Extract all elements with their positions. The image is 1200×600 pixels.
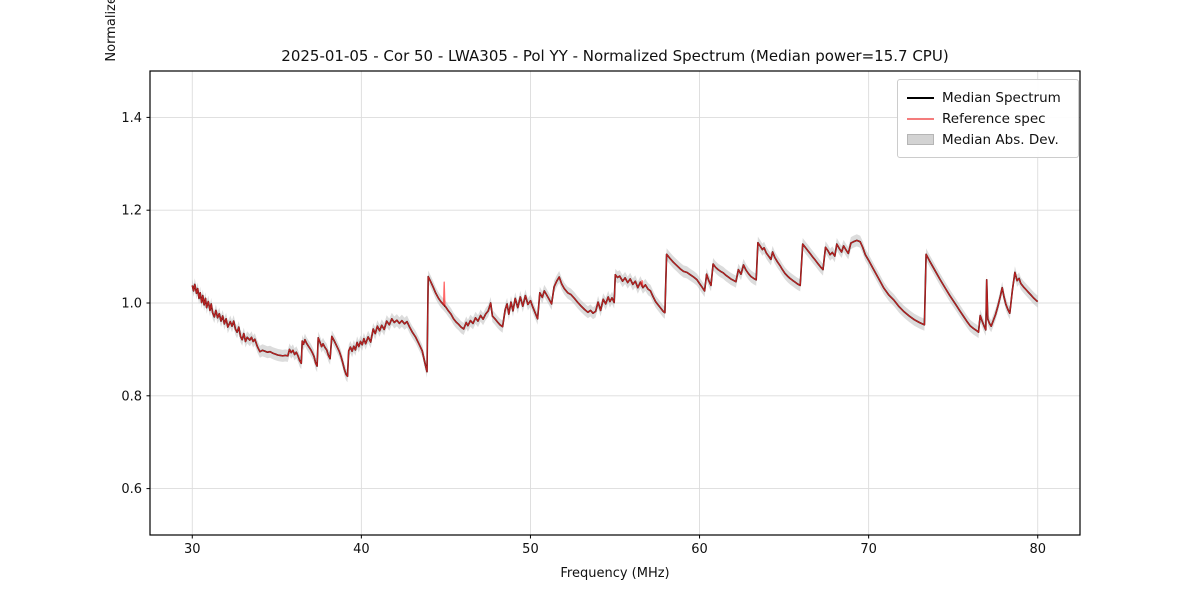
y-tick-label: 0.8 xyxy=(121,389,142,404)
x-tick-label: 80 xyxy=(1029,542,1046,557)
legend-item-reference-spec: Reference spec xyxy=(907,108,1068,129)
plot-frame xyxy=(149,70,1081,536)
mad-band-polygon xyxy=(192,234,1038,383)
median-abs-dev-patch-swatch xyxy=(907,134,934,145)
x-tick-label: 60 xyxy=(691,542,708,557)
reference-spec-line-swatch xyxy=(907,117,934,120)
x-tick-label: 50 xyxy=(522,542,539,557)
y-axis-label: Normalized Power xyxy=(104,0,119,62)
mad-band xyxy=(192,234,1038,383)
median-spectrum-line-swatch xyxy=(907,96,934,99)
legend: Median Spectrum Reference spec Median Ab… xyxy=(897,79,1079,158)
median-spectrum-line xyxy=(191,239,1039,378)
y-tick-label: 1.2 xyxy=(121,204,142,219)
chart-title: 2025-01-05 - Cor 50 - LWA305 - Pol YY - … xyxy=(281,47,949,65)
legend-label: Median Abs. Dev. xyxy=(942,131,1059,148)
x-tick-label: 70 xyxy=(860,542,877,557)
x-tick-label: 30 xyxy=(184,542,201,557)
x-axis-label: Frequency (MHz) xyxy=(560,566,670,581)
legend-label: Median Spectrum xyxy=(942,89,1061,106)
y-tick-label: 1.4 xyxy=(121,111,142,126)
x-tick-label: 40 xyxy=(353,542,370,557)
legend-item-median-spectrum: Median Spectrum xyxy=(907,87,1068,108)
legend-item-median-abs-dev: Median Abs. Dev. xyxy=(907,129,1068,150)
y-tick-label: 1.0 xyxy=(121,297,142,312)
axis-ticks xyxy=(146,116,1039,539)
y-tick-label: 0.6 xyxy=(121,482,142,497)
tick-labels: 30 40 50 60 70 80 0.6 0.8 1.0 1.2 1.4 xyxy=(121,111,1046,557)
legend-label: Reference spec xyxy=(942,110,1046,127)
spectrum-lines xyxy=(191,239,1039,378)
reference-spec-line xyxy=(191,239,1039,377)
